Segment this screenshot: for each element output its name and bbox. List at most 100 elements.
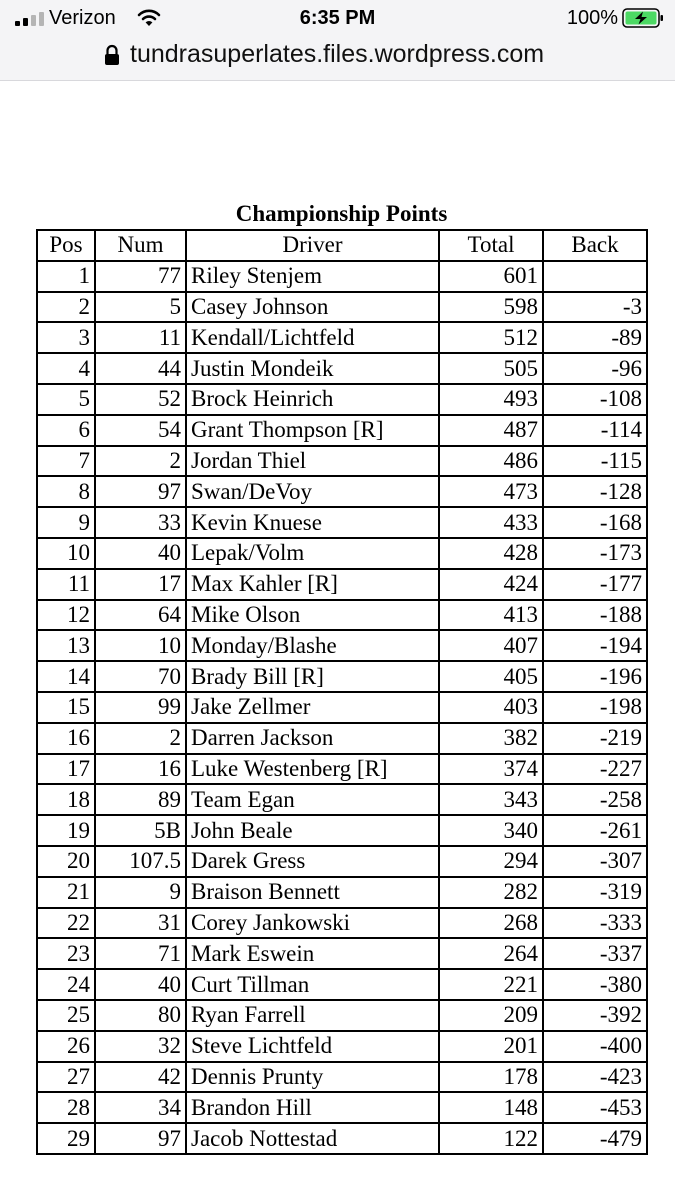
back-cell: -114 — [542, 413, 648, 447]
pos-cell: 1 — [36, 259, 96, 293]
total-cell: 512 — [438, 321, 544, 355]
num-cell: 40 — [94, 536, 187, 570]
driver-cell: Team Egan — [185, 783, 440, 817]
driver-cell: Darren Jackson — [185, 721, 440, 755]
table-row: 20 107.5 Darek Gress 294 -307 — [36, 844, 648, 878]
total-cell: 268 — [438, 906, 544, 940]
table-row: 29 97 Jacob Nottestad 122 -479 — [36, 1122, 648, 1155]
driver-cell: Justin Mondeik — [185, 352, 440, 385]
driver-cell: Grant Thompson [R] — [185, 413, 440, 447]
battery-charging-icon — [622, 8, 663, 28]
carrier-name: Verizon — [49, 7, 116, 29]
back-cell: -3 — [542, 290, 648, 324]
pos-cell: 12 — [36, 598, 96, 632]
num-cell: 97 — [94, 1122, 187, 1155]
table-row: 15 99 Jake Zellmer 403 -198 — [36, 690, 648, 724]
table-row: 26 32 Steve Lichtfeld 201 -400 — [36, 1029, 648, 1063]
back-cell: -177 — [542, 567, 648, 601]
pos-cell: 28 — [36, 1091, 96, 1125]
driver-cell: Luke Westenberg [R] — [185, 752, 440, 786]
total-cell: 221 — [438, 968, 544, 1001]
table-row: 23 71 Mark Eswein 264 -337 — [36, 937, 648, 971]
pos-cell: 20 — [36, 844, 96, 878]
table-row: 13 10 Monday/Blashe 407 -194 — [36, 629, 648, 663]
num-cell: 2 — [94, 721, 187, 755]
table-row: 16 2 Darren Jackson 382 -219 — [36, 721, 648, 755]
back-cell: -188 — [542, 598, 648, 632]
driver-cell: Mark Eswein — [185, 937, 440, 971]
driver-cell: Kevin Knuese — [185, 506, 440, 539]
total-cell: 505 — [438, 352, 544, 385]
driver-cell: Casey Johnson — [185, 290, 440, 324]
driver-cell: Jake Zellmer — [185, 690, 440, 724]
total-cell: 486 — [438, 444, 544, 478]
driver-cell: Ryan Farrell — [185, 998, 440, 1032]
total-cell: 282 — [438, 875, 544, 909]
num-cell: 9 — [94, 875, 187, 909]
driver-cell: Corey Jankowski — [185, 906, 440, 940]
num-cell: 34 — [94, 1091, 187, 1125]
total-cell: 201 — [438, 1029, 544, 1063]
total-cell: 343 — [438, 783, 544, 817]
num-cell: 2 — [94, 444, 187, 478]
table-row: 25 80 Ryan Farrell 209 -392 — [36, 998, 648, 1032]
table-row: 4 44 Justin Mondeik 505 -96 — [36, 352, 648, 385]
pos-cell: 23 — [36, 937, 96, 971]
num-cell: 10 — [94, 629, 187, 663]
back-cell — [542, 259, 648, 293]
table-body: 1 77 Riley Stenjem 601 2 5 Casey Johnson 598 -3 3… — [36, 259, 648, 1155]
table-row: 21 9 Braison Bennett 282 -319 — [36, 875, 648, 909]
pos-cell: 8 — [36, 475, 96, 509]
address-bar[interactable]: tundrasuperlates.files.wordpress.com — [0, 36, 675, 72]
pos-cell: 16 — [36, 721, 96, 755]
pos-cell: 13 — [36, 629, 96, 663]
driver-cell: Kendall/Lichtfeld — [185, 321, 440, 355]
pos-cell: 10 — [36, 536, 96, 570]
pos-cell: 21 — [36, 875, 96, 909]
pos-cell: 9 — [36, 506, 96, 539]
back-cell: -319 — [542, 875, 648, 909]
back-cell: -307 — [542, 844, 648, 878]
driver-cell: Braison Bennett — [185, 875, 440, 909]
browser-chrome: Verizon 6:35 PM 100% tundrasuperlates.fi… — [0, 0, 675, 81]
table-row: 9 33 Kevin Knuese 433 -168 — [36, 506, 648, 539]
wifi-icon — [137, 9, 161, 26]
pos-cell: 2 — [36, 290, 96, 324]
driver-cell: Jacob Nottestad — [185, 1122, 440, 1155]
url-text[interactable]: tundrasuperlates.files.wordpress.com — [130, 40, 545, 68]
total-cell: 413 — [438, 598, 544, 632]
table-row: 12 64 Mike Olson 413 -188 — [36, 598, 648, 632]
table-row: 6 54 Grant Thompson [R] 487 -114 — [36, 413, 648, 447]
driver-cell: Mike Olson — [185, 598, 440, 632]
pos-cell: 4 — [36, 352, 96, 385]
table-row: 10 40 Lepak/Volm 428 -173 — [36, 536, 648, 570]
driver-cell: Swan/DeVoy — [185, 475, 440, 509]
num-cell: 40 — [94, 968, 187, 1001]
back-cell: -194 — [542, 629, 648, 663]
total-cell: 405 — [438, 660, 544, 693]
driver-cell: Lepak/Volm — [185, 536, 440, 570]
back-cell: -196 — [542, 660, 648, 693]
table-row: 19 5B John Beale 340 -261 — [36, 814, 648, 847]
pos-cell: 3 — [36, 321, 96, 355]
num-cell: 5B — [94, 814, 187, 847]
total-cell: 294 — [438, 844, 544, 878]
column-header-pos: Pos — [36, 229, 96, 262]
total-cell: 148 — [438, 1091, 544, 1125]
table-row: 17 16 Luke Westenberg [R] 374 -227 — [36, 752, 648, 786]
total-cell: 598 — [438, 290, 544, 324]
total-cell: 209 — [438, 998, 544, 1032]
championship-points-table: Pos Num Driver Total Back 1 77 Riley Stenj… — [36, 229, 648, 1155]
cellular-signal-icon — [15, 10, 49, 26]
back-cell: -423 — [542, 1060, 648, 1094]
table-row: 1 77 Riley Stenjem 601 — [36, 259, 648, 293]
column-header-driver: Driver — [185, 229, 440, 262]
back-cell: -128 — [542, 475, 648, 509]
back-cell: -227 — [542, 752, 648, 786]
pos-cell: 5 — [36, 382, 96, 416]
pos-cell: 15 — [36, 690, 96, 724]
num-cell: 99 — [94, 690, 187, 724]
num-cell: 80 — [94, 998, 187, 1032]
driver-cell: Jordan Thiel — [185, 444, 440, 478]
total-cell: 487 — [438, 413, 544, 447]
